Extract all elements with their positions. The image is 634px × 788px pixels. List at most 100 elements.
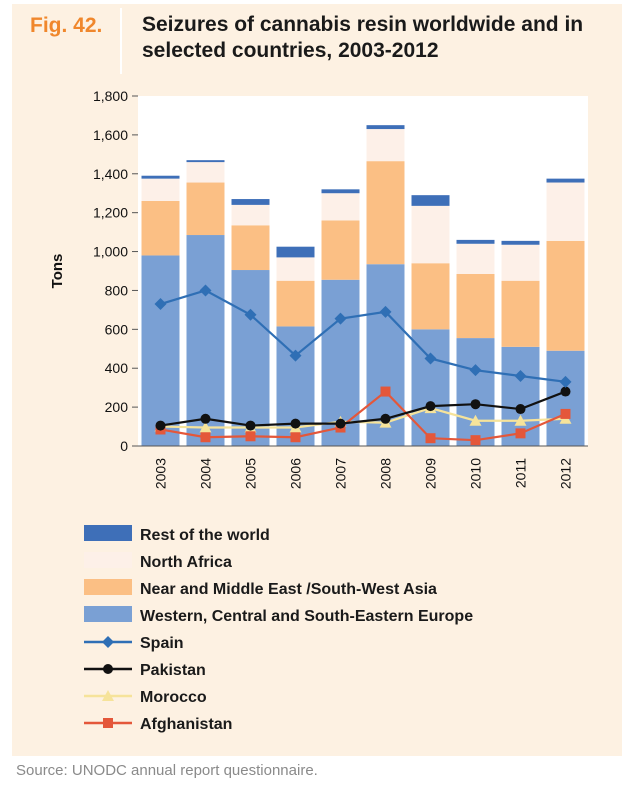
- data-point: [103, 718, 113, 728]
- bar-segment: [546, 182, 585, 241]
- legend-label: Spain: [140, 635, 184, 652]
- data-point: [515, 404, 526, 415]
- data-point: [515, 428, 526, 439]
- x-tick-label: 2009: [423, 458, 439, 489]
- bar-segment: [231, 199, 270, 205]
- legend-swatch: [84, 525, 132, 541]
- y-tick-label: 200: [105, 399, 129, 415]
- bar-segment: [501, 240, 540, 245]
- bar-segment: [456, 239, 495, 244]
- series-line: [160, 289, 566, 383]
- data-point: [469, 364, 482, 377]
- bar-segment: [501, 280, 540, 347]
- bar-segment: [321, 193, 360, 221]
- bar-segment: [456, 243, 495, 274]
- bar-segment: [276, 246, 315, 258]
- data-point: [200, 413, 211, 424]
- x-tick-label: 2010: [468, 458, 484, 489]
- legend-label: Afghanistan: [140, 716, 232, 733]
- data-point: [334, 312, 347, 325]
- bar-segment: [231, 225, 270, 271]
- data-point: [470, 399, 481, 410]
- bar-segment: [321, 189, 360, 194]
- bar-segment: [411, 263, 450, 330]
- y-tick-label: 0: [120, 438, 128, 454]
- data-point: [559, 375, 572, 388]
- data-point: [155, 420, 166, 431]
- data-point: [245, 420, 256, 431]
- source-note: Source: UNODC annual report questionnair…: [16, 762, 318, 779]
- bar-segment: [456, 338, 495, 446]
- y-tick-label: 800: [105, 282, 129, 298]
- bar-segment: [141, 175, 180, 179]
- data-point: [560, 408, 571, 419]
- bar-segment: [411, 205, 450, 264]
- data-point: [514, 370, 527, 382]
- data-point: [200, 432, 211, 443]
- data-point: [199, 421, 212, 433]
- legend-label: North Africa: [140, 554, 232, 571]
- data-point: [379, 305, 392, 318]
- x-tick-label: 2012: [558, 458, 574, 489]
- x-tick-label: 2005: [243, 458, 259, 489]
- data-point: [380, 413, 391, 424]
- y-tick-label: 1,600: [93, 127, 128, 143]
- bar-segment: [276, 280, 315, 327]
- chart: 0 200 400 600 800 1,000 1,200 1,400 1,600 1,800 To…: [49, 88, 588, 733]
- legend-swatch: [84, 552, 132, 568]
- bar-segment: [546, 240, 585, 351]
- bar-segment: [546, 350, 585, 446]
- series-line: [160, 390, 566, 427]
- y-tick-label: 1,400: [93, 166, 128, 182]
- x-tick-label: 2007: [333, 458, 349, 489]
- y-tick-label: 1,800: [93, 88, 128, 104]
- data-point: [469, 414, 482, 426]
- data-point: [245, 431, 256, 442]
- data-point: [290, 418, 301, 429]
- bar-segment: [366, 125, 405, 130]
- bar-segment: [141, 201, 180, 256]
- series-line: [160, 390, 566, 442]
- data-point: [199, 284, 212, 297]
- bar-segment: [141, 178, 180, 201]
- bar-segment: [501, 244, 540, 281]
- y-tick-label: 600: [105, 321, 129, 337]
- data-point: [102, 690, 114, 701]
- data-point: [290, 432, 301, 443]
- bar-segment: [366, 161, 405, 265]
- bar-segment: [366, 129, 405, 162]
- legend-label: Pakistan: [140, 662, 206, 679]
- data-point: [560, 386, 571, 397]
- bar-segment: [321, 220, 360, 280]
- legend-label: Near and Middle East /South-West Asia: [140, 581, 437, 598]
- bar-segment: [411, 329, 450, 446]
- legend-swatch: [84, 606, 132, 622]
- bar-segment: [186, 182, 225, 236]
- legend-swatch: [84, 579, 132, 595]
- bar-segment: [186, 160, 225, 163]
- bar-segment: [186, 162, 225, 183]
- bar-segment: [141, 255, 180, 446]
- x-tick-label: 2006: [288, 458, 304, 489]
- bar-segment: [231, 204, 270, 226]
- data-point: [244, 308, 257, 321]
- bar-segment: [186, 235, 225, 446]
- bar-segment: [456, 273, 495, 339]
- y-tick-label: 400: [105, 360, 129, 376]
- data-point: [335, 418, 346, 429]
- legend: Rest of the world North Africa Near and Mi…: [84, 525, 473, 733]
- data-point: [380, 386, 391, 397]
- data-point: [514, 414, 527, 426]
- figure-title: Seizures of cannabis resin worldwide and…: [142, 13, 584, 62]
- x-tick-label: 2003: [153, 458, 169, 489]
- data-point: [103, 664, 113, 674]
- bar-segment: [231, 270, 270, 446]
- plot-area: 0 200 400 600 800 1,000 1,200 1,400 1,600 1,800 To…: [49, 88, 588, 489]
- figure-divider: [120, 8, 122, 74]
- x-tick-label: 2004: [198, 458, 214, 489]
- x-tick-label: 2011: [513, 458, 529, 488]
- data-point: [470, 435, 481, 446]
- data-point: [424, 352, 437, 365]
- y-tick-label: 1,000: [93, 244, 128, 260]
- data-point: [425, 401, 436, 412]
